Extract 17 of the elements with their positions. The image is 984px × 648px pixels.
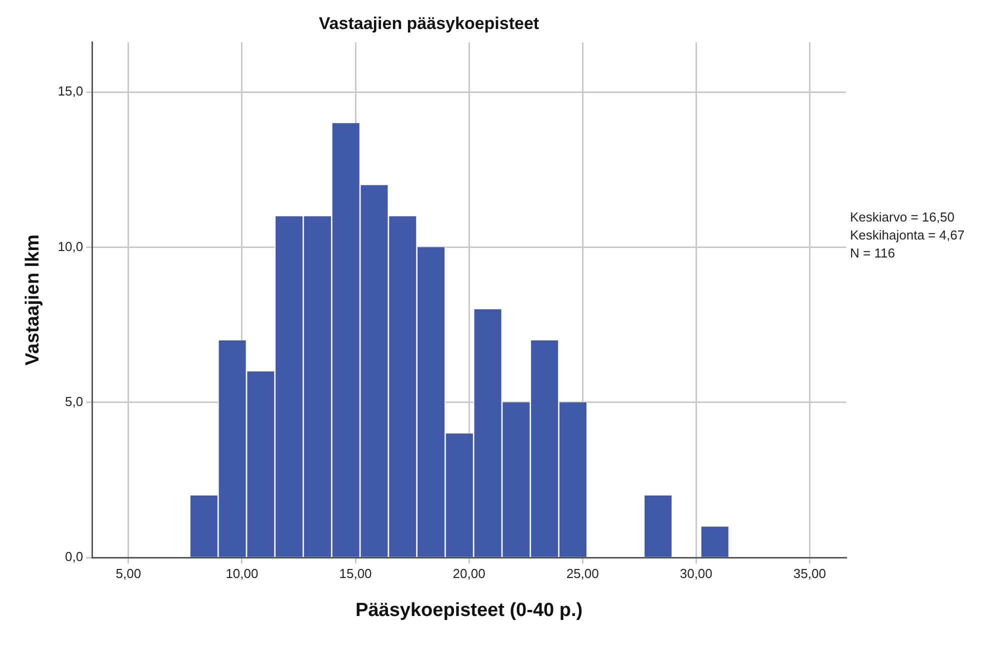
y-tick-label: 5,0 — [65, 394, 84, 409]
text: Keskiarvo = 16,50 — [850, 210, 954, 225]
x-tick-label: 25,00 — [566, 566, 599, 581]
x-tick-label: 5,00 — [116, 566, 142, 581]
x-tick-label: 20,00 — [452, 566, 486, 581]
x-tick-label: 35,00 — [793, 566, 826, 581]
y-tick-label: 10,0 — [58, 238, 84, 254]
y-tick-label: 0,0 — [65, 549, 84, 564]
chart-title: Vastaajien pääsykoepisteet — [318, 14, 540, 33]
text: N = 116 — [850, 246, 895, 261]
x-tick-label: 10,00 — [226, 566, 258, 581]
text: Keskihajonta = 4,67 — [850, 228, 965, 243]
x-tick-label: 30,00 — [680, 566, 712, 581]
x-axis-title: Pääsykoepisteet (0-40 p.) — [356, 600, 583, 621]
y-tick-label: 15,0 — [58, 84, 84, 99]
x-tick-label: 15,00 — [339, 566, 372, 581]
y-axis-title: Vastaajien lkm — [22, 234, 44, 366]
